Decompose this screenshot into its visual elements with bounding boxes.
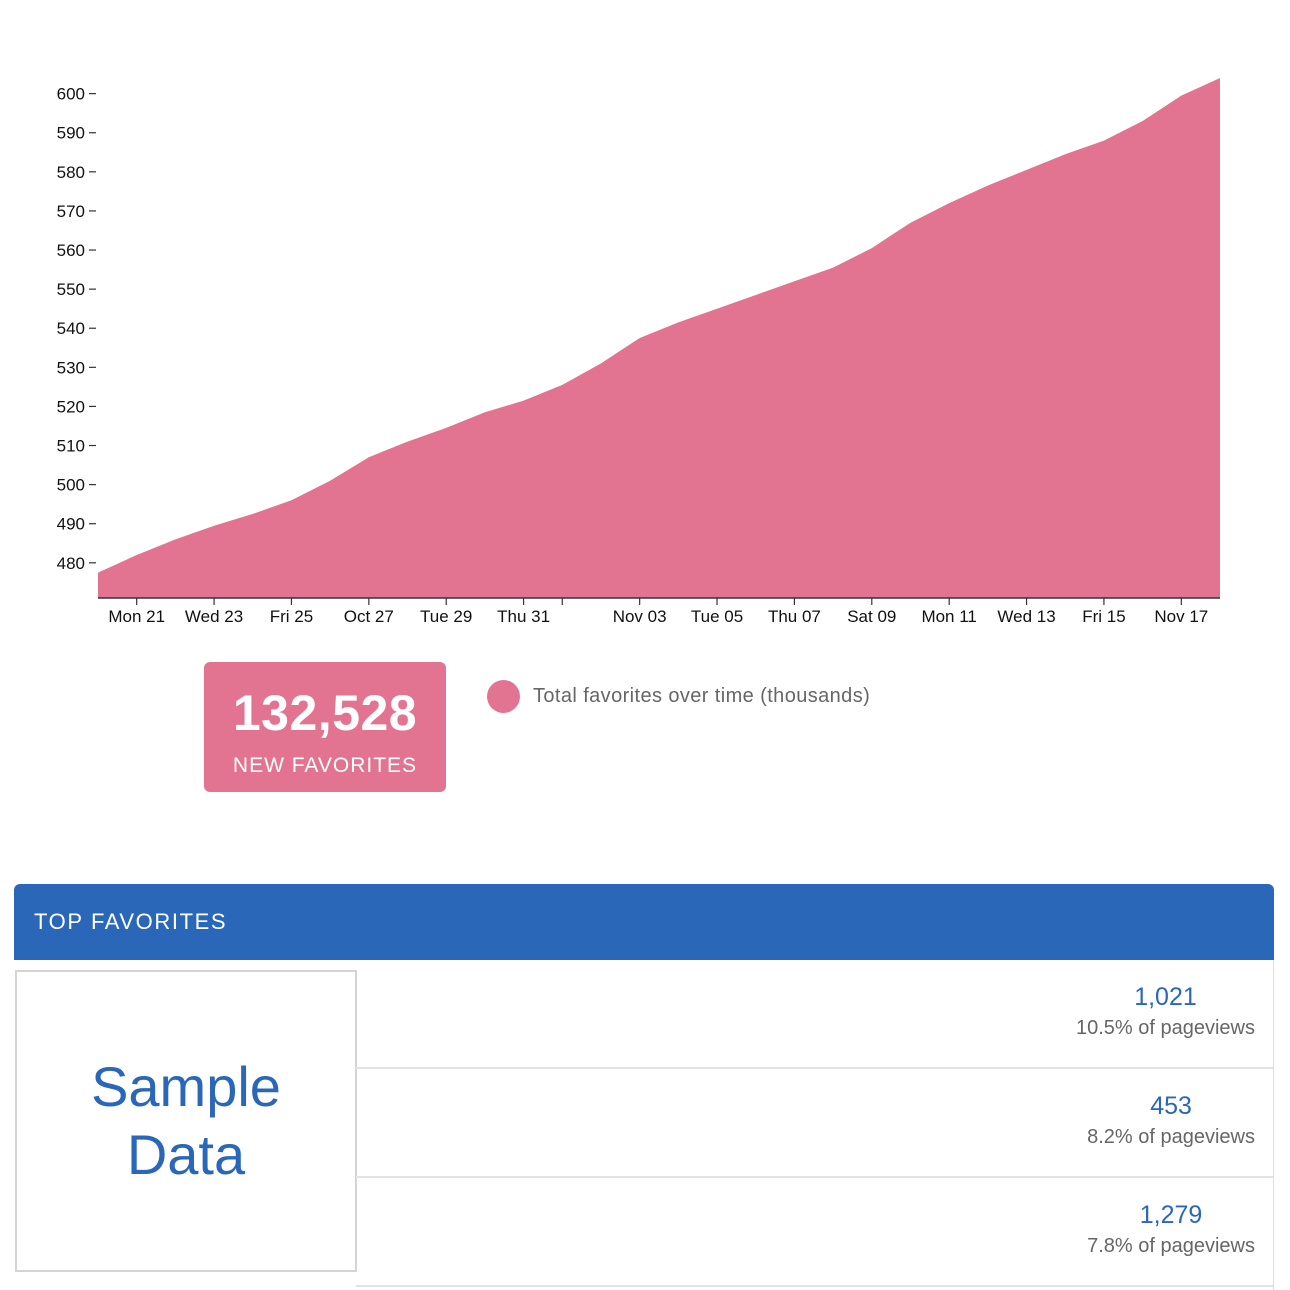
legend-label: Total favorites over time (thousands) <box>533 685 871 707</box>
y-tick-label: 580 <box>57 163 85 182</box>
top-favorites-body: Sample Data 1,021 10.5% of pageviews 453… <box>14 960 1274 1290</box>
x-tick-label: Sat 09 <box>847 607 896 626</box>
favorite-count[interactable]: 1,279 <box>1139 1201 1203 1229</box>
new-favorites-value: 132,528 <box>232 685 418 741</box>
y-axis: 480 490 500 510 520 530 540 550 560 570 580 590 600 <box>57 85 96 573</box>
x-tick-label: Wed 23 <box>185 607 243 626</box>
x-tick-label: Mon 21 <box>108 607 165 626</box>
y-tick-label: 510 <box>57 437 85 456</box>
top-favorites-panel: TOP FAVORITES Sample Data 1,021 10.5% of… <box>14 884 1274 1290</box>
top-favorites-header: TOP FAVORITES <box>14 884 1274 960</box>
y-tick-label: 490 <box>57 515 85 534</box>
area-series-total-favorites <box>98 78 1220 598</box>
sample-data-image[interactable]: Sample Data <box>15 970 357 1272</box>
y-tick-label: 550 <box>57 280 85 299</box>
x-tick-label: Wed 13 <box>997 607 1055 626</box>
x-axis: Mon 21 Wed 23 Fri 25 Oct 27 Tue 29 Thu 31 Nov … <box>98 597 1220 626</box>
favorites-list: 1,021 10.5% of pageviews 453 8.2% of pag… <box>356 960 1273 1287</box>
y-tick-label: 600 <box>57 85 85 104</box>
x-tick-label: Oct 27 <box>344 607 394 626</box>
y-tick-label: 500 <box>57 476 85 495</box>
y-tick-label: 530 <box>57 358 85 377</box>
row-values: 1,279 7.8% of pageviews <box>1087 1198 1255 1260</box>
chart-legend: Total favorites over time (thousands) <box>487 680 870 713</box>
sample-text-line2: Data <box>126 1123 246 1186</box>
y-tick-label: 480 <box>57 554 85 573</box>
list-item[interactable]: 1,021 10.5% of pageviews <box>356 960 1273 1069</box>
x-tick-label: Nov 17 <box>1154 607 1208 626</box>
list-item[interactable]: 1,279 7.8% of pageviews <box>356 1178 1273 1287</box>
x-tick-label: Nov 03 <box>613 607 667 626</box>
top-favorites-title: TOP FAVORITES <box>34 909 228 934</box>
x-tick-label: Fri 25 <box>270 607 313 626</box>
x-tick-label: Mon 11 <box>921 607 976 626</box>
y-tick-label: 590 <box>57 124 85 143</box>
x-tick-label: Fri 15 <box>1082 607 1125 626</box>
favorite-count[interactable]: 1,021 <box>1134 983 1197 1011</box>
x-tick-label: Thu 31 <box>497 607 550 626</box>
x-tick-label: Thu 07 <box>768 607 821 626</box>
y-tick-label: 520 <box>57 397 85 416</box>
new-favorites-stat: 132,528 NEW FAVORITES <box>204 662 446 792</box>
x-tick-label: Tue 05 <box>691 607 743 626</box>
y-tick-label: 540 <box>57 319 85 338</box>
x-tick-label: Tue 29 <box>420 607 472 626</box>
y-tick-label: 570 <box>57 202 85 221</box>
area-chart: 480490500510520530540550560570580590600 … <box>57 78 1220 626</box>
pageview-percent: 10.5% of pageviews <box>1075 1017 1255 1039</box>
list-item[interactable]: 453 8.2% of pageviews <box>356 1069 1273 1178</box>
pageview-percent: 8.2% of pageviews <box>1087 1126 1255 1148</box>
favorite-count[interactable]: 453 <box>1150 1092 1192 1120</box>
pageview-percent: 7.8% of pageviews <box>1087 1235 1255 1257</box>
new-favorites-label: NEW FAVORITES <box>232 754 418 777</box>
row-values: 453 8.2% of pageviews <box>1087 1089 1255 1151</box>
y-tick-label: 560 <box>57 241 85 260</box>
legend-swatch <box>487 680 520 713</box>
sample-text-line1: Sample <box>91 1055 281 1118</box>
row-values: 1,021 10.5% of pageviews <box>1076 980 1255 1042</box>
